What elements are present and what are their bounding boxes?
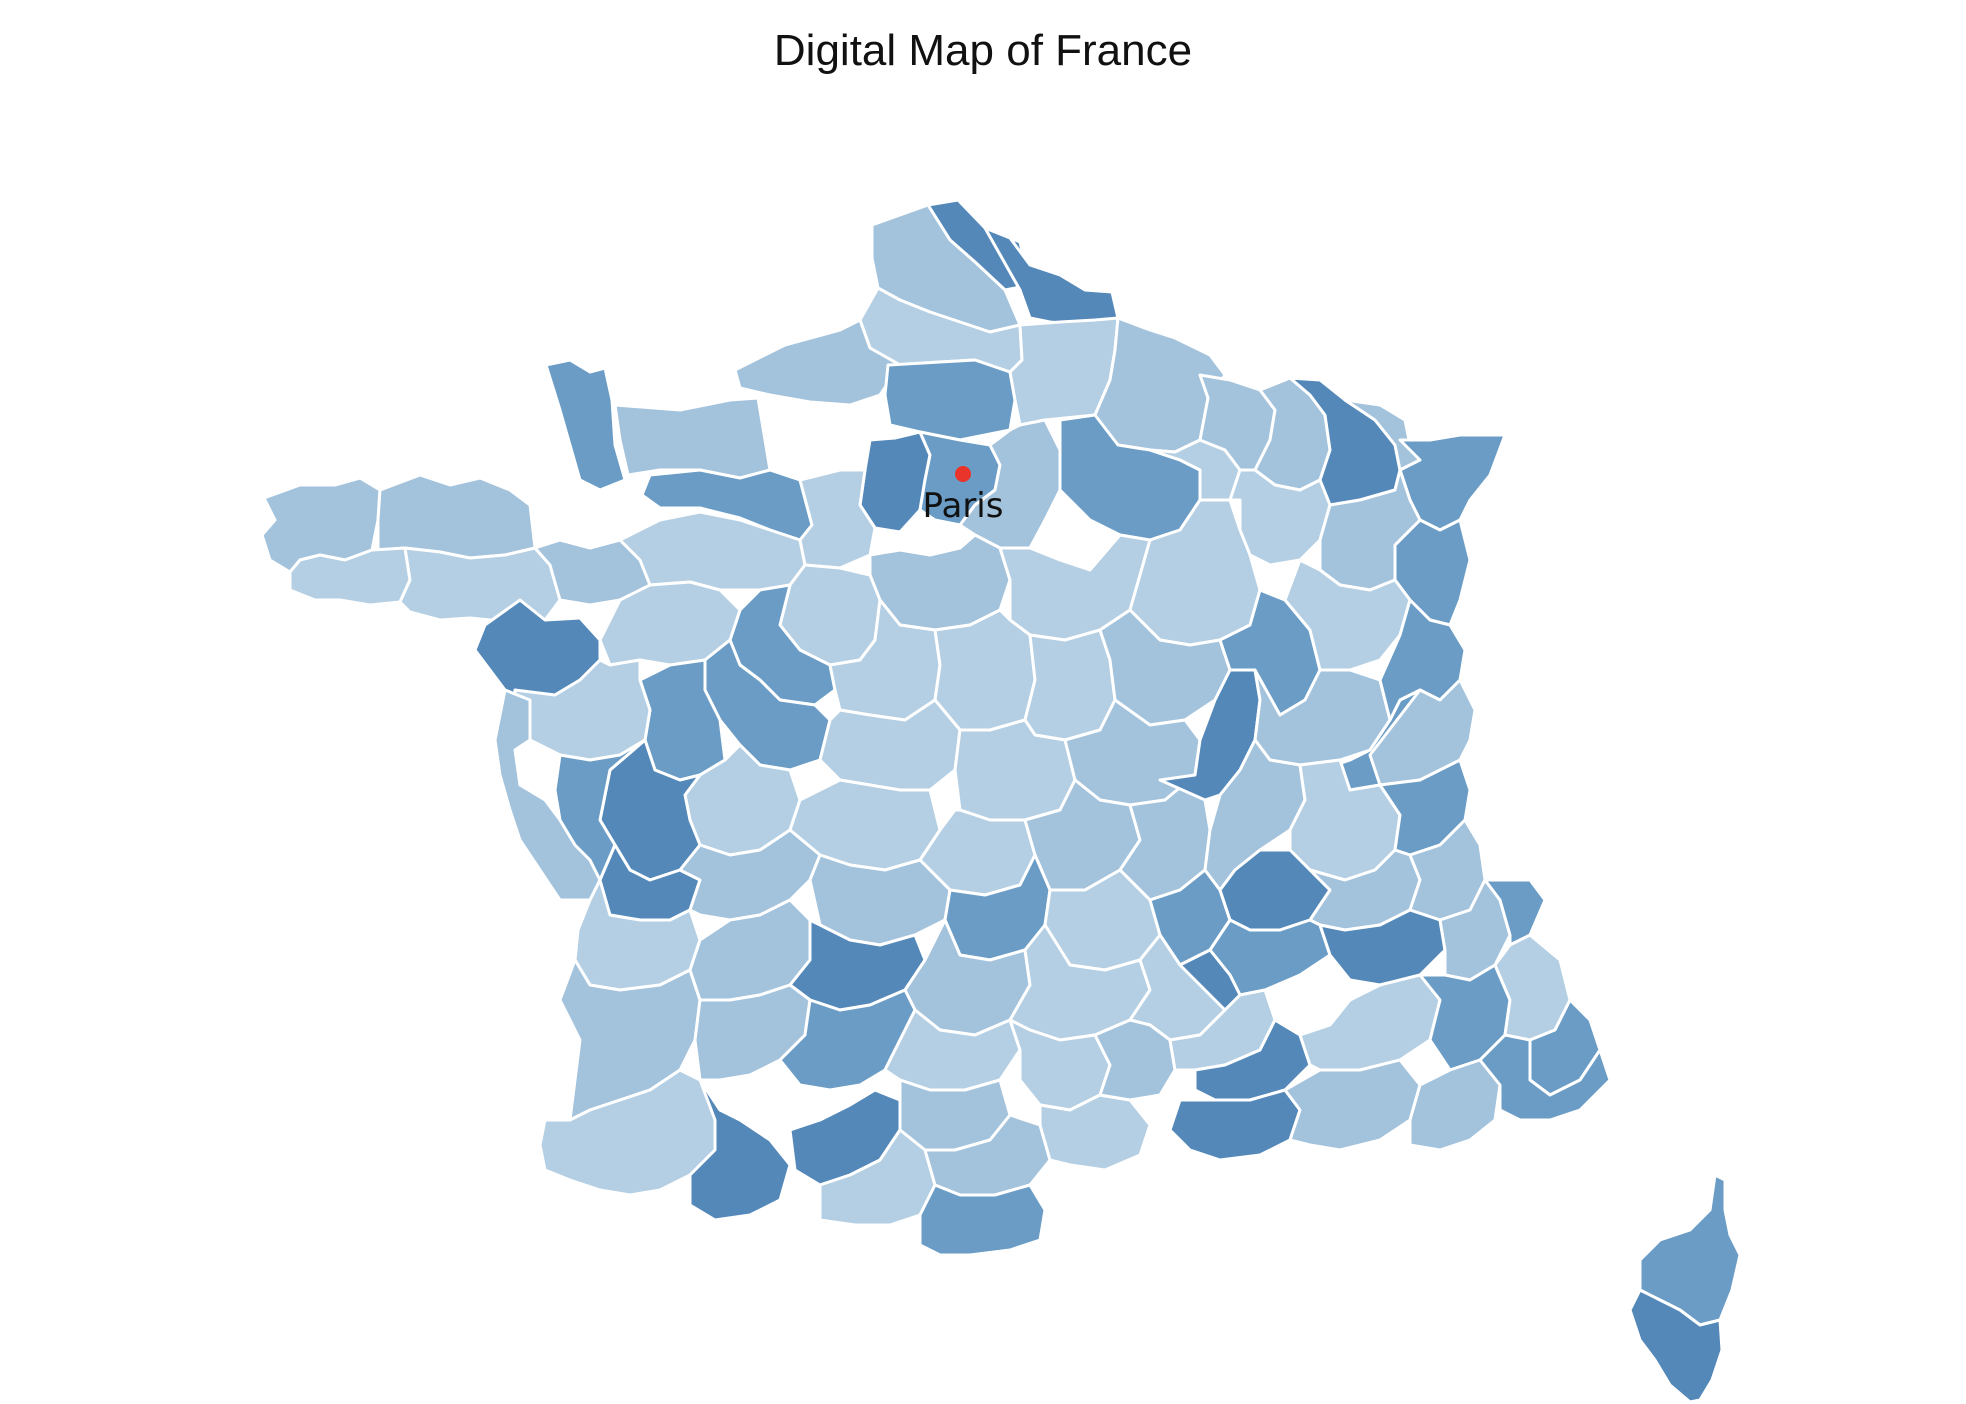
paris-marker[interactable]: Paris [923,466,1004,526]
department-region[interactable] [376,473,537,560]
department-region[interactable] [1478,1033,1612,1122]
department-region[interactable] [918,1183,1047,1257]
paris-marker-dot[interactable] [955,466,971,482]
department-region[interactable] [798,468,877,570]
department-region[interactable] [544,358,627,492]
department-region[interactable] [688,1078,792,1222]
departments [260,198,1742,1404]
department-region[interactable] [513,658,652,762]
department-region[interactable] [1283,1058,1422,1152]
department-region[interactable] [1298,973,1442,1072]
department-region[interactable] [288,546,412,607]
department-region[interactable] [1378,598,1467,722]
department-region[interactable] [1023,628,1117,742]
map-title: Digital Map of France [773,26,1193,75]
department-region[interactable] [1283,558,1412,672]
department-region[interactable] [1438,878,1512,982]
department-region[interactable] [983,226,1120,327]
department-region[interactable] [1408,1058,1502,1152]
department-region[interactable] [1628,1288,1724,1404]
department-region[interactable] [613,396,772,480]
paris-label: Paris [923,486,1004,526]
department-region[interactable] [808,853,952,947]
department-region[interactable] [1093,1018,1177,1102]
department-region[interactable] [858,430,932,534]
department-region[interactable] [933,608,1037,732]
department-region[interactable] [1038,1093,1152,1172]
department-region[interactable] [883,358,1017,442]
department-region[interactable] [1168,1088,1302,1162]
department-region[interactable] [553,738,647,882]
department-region[interactable] [1228,468,1332,567]
department-region[interactable] [1178,948,1242,1012]
